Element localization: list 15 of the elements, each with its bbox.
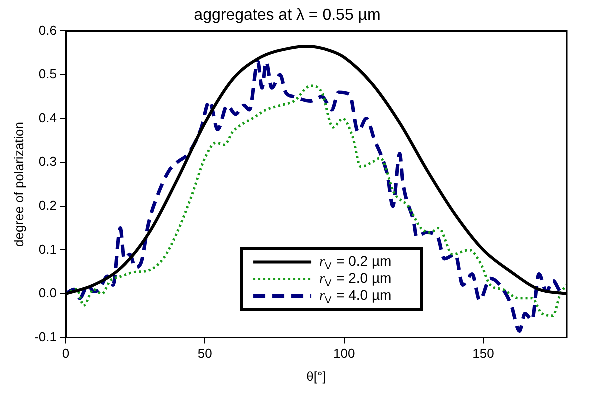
x-tick-label: 50 bbox=[198, 346, 212, 362]
y-tick-label: 0.5 bbox=[38, 66, 57, 82]
x-tick-label: 0 bbox=[62, 346, 70, 362]
y-axis-title: degree of polarization bbox=[11, 122, 26, 248]
chart-title: aggregates at λ = 0.55 µm bbox=[194, 7, 381, 24]
x-tick-label: 150 bbox=[472, 346, 494, 362]
y-tick-label: 0.1 bbox=[38, 242, 57, 257]
x-tick-label: 100 bbox=[333, 346, 356, 362]
y-tick-label: -0.1 bbox=[34, 329, 57, 344]
y-tick-label: 0.6 bbox=[38, 22, 57, 38]
x-axis-title: θ[°] bbox=[306, 368, 326, 384]
y-tick-label: 0.3 bbox=[38, 154, 57, 170]
y-tick-label: 0.0 bbox=[38, 286, 57, 301]
y-tick-label: 0.2 bbox=[38, 198, 57, 213]
y-tick-label: 0.4 bbox=[38, 110, 57, 126]
